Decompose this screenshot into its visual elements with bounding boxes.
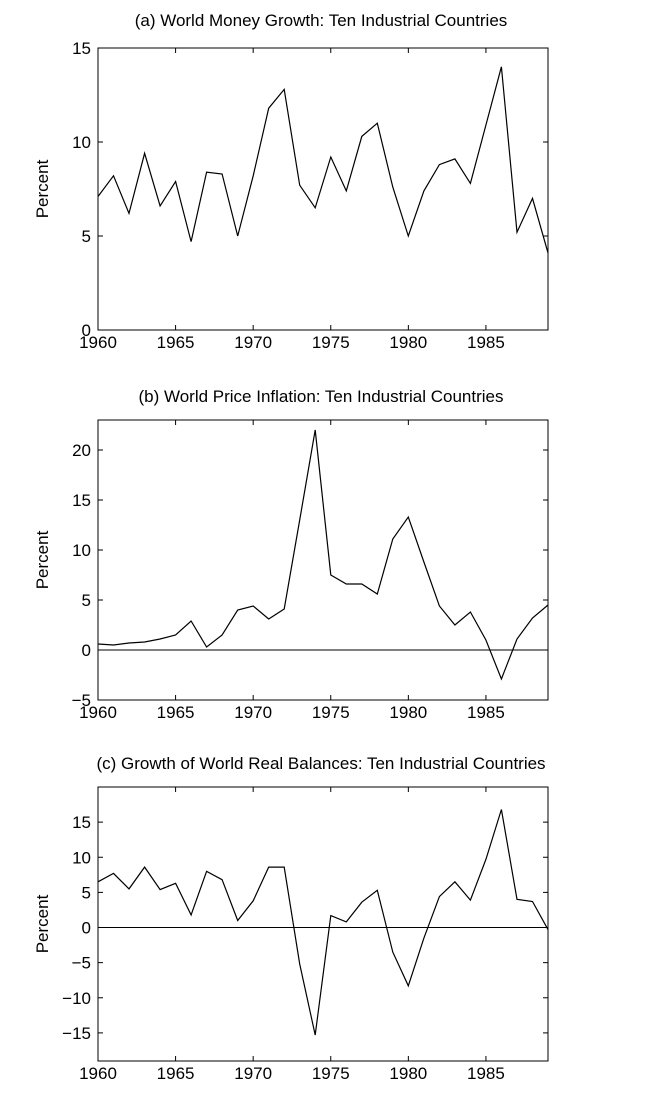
x-tick-label: 1970	[234, 1064, 272, 1083]
x-tick-label: 1970	[234, 703, 272, 722]
x-tick-label: 1985	[467, 1064, 505, 1083]
chart-title: (c) Growth of World Real Balances: Ten I…	[96, 754, 545, 773]
y-tick-label: 15	[72, 813, 91, 832]
y-tick-label: −5	[72, 954, 91, 973]
y-tick-label: 0	[82, 919, 91, 938]
y-tick-label: −15	[62, 1024, 91, 1043]
y-tick-label: 10	[72, 848, 91, 867]
x-tick-label: 1985	[467, 333, 505, 352]
x-tick-label: 1960	[79, 333, 117, 352]
y-tick-label: −5	[72, 691, 91, 710]
data-line	[97, 429, 549, 681]
y-tick-label: 0	[82, 641, 91, 660]
axes-box	[97, 419, 549, 701]
y-tick-label: 10	[72, 133, 91, 152]
x-tick-label: 1965	[157, 1064, 195, 1083]
y-tick-label: 15	[72, 491, 91, 510]
x-tick-label: 1965	[157, 333, 195, 352]
axes-box	[97, 47, 549, 331]
x-tick-label: 1980	[389, 333, 427, 352]
y-axis-label: Percent	[33, 894, 52, 953]
y-tick-label: 5	[82, 883, 91, 902]
y-tick-label: 15	[72, 39, 91, 58]
x-tick-label: 1975	[312, 703, 350, 722]
x-tick-label: 1975	[312, 333, 350, 352]
chart-title: (a) World Money Growth: Ten Industrial C…	[135, 11, 508, 30]
y-tick-label: 5	[82, 591, 91, 610]
x-tick-label: 1960	[79, 703, 117, 722]
x-tick-label: 1970	[234, 333, 272, 352]
axes-box	[97, 786, 549, 1062]
x-tick-label: 1960	[79, 1064, 117, 1083]
y-tick-label: −10	[62, 989, 91, 1008]
data-line	[97, 66, 549, 254]
data-line	[97, 809, 549, 1036]
y-tick-label: 20	[72, 441, 91, 460]
y-tick-label: 10	[72, 541, 91, 560]
x-tick-label: 1985	[467, 703, 505, 722]
x-tick-label: 1975	[312, 1064, 350, 1083]
y-axis-label: Percent	[33, 159, 52, 218]
x-tick-label: 1965	[157, 703, 195, 722]
y-tick-label: 0	[82, 321, 91, 340]
chart-title: (b) World Price Inflation: Ten Industria…	[138, 387, 503, 406]
y-tick-label: 5	[82, 227, 91, 246]
x-tick-label: 1980	[389, 703, 427, 722]
y-axis-label: Percent	[33, 530, 52, 589]
x-tick-label: 1980	[389, 1064, 427, 1083]
